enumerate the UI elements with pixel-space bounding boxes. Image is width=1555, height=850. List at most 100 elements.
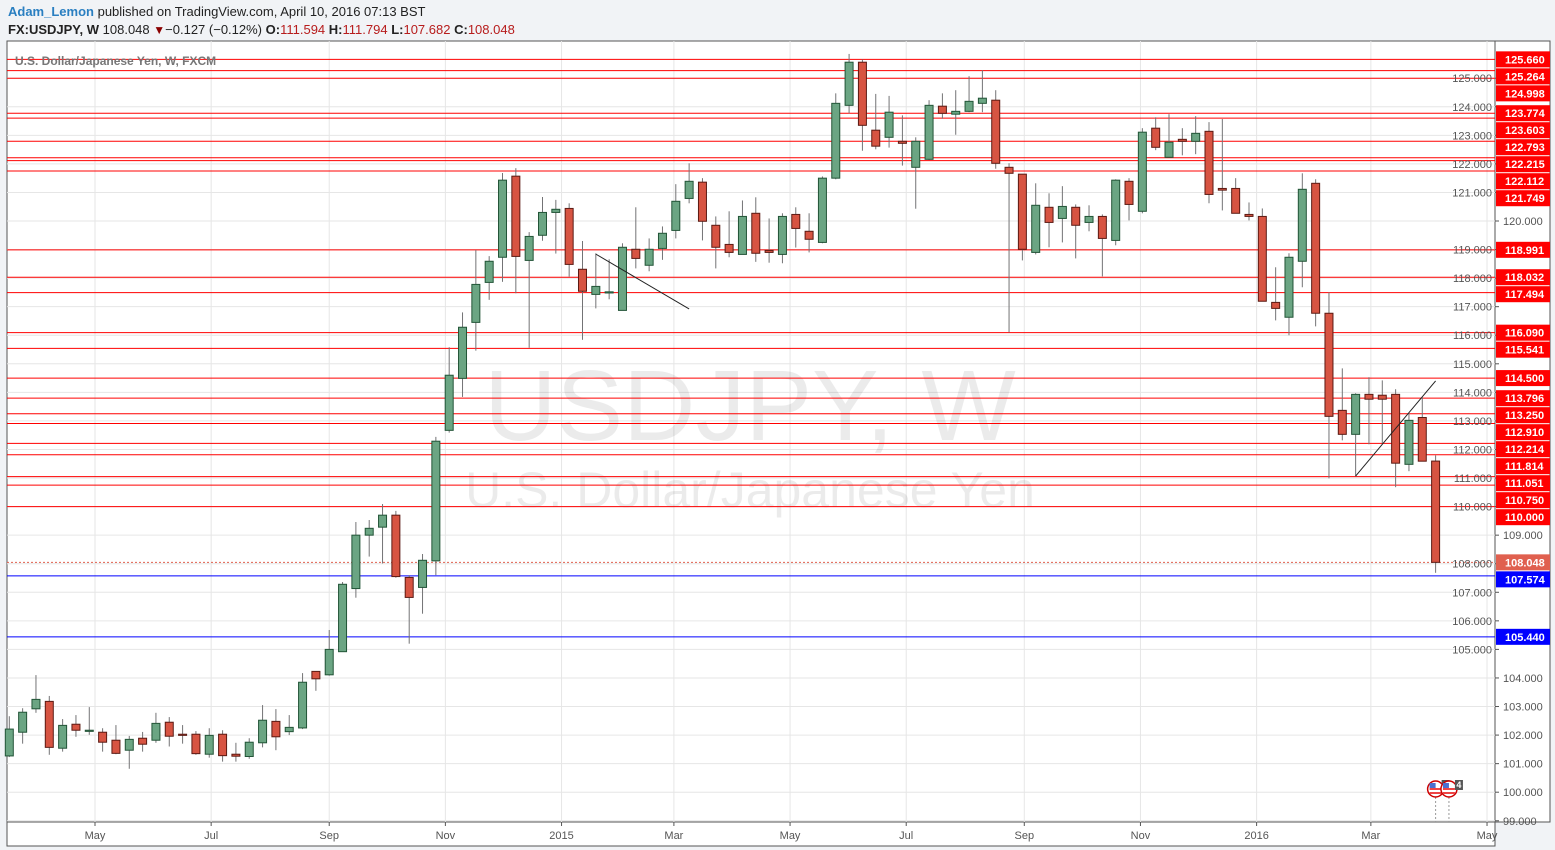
- candle-up[interactable]: [1191, 132, 1201, 142]
- candle-up[interactable]: [1297, 188, 1307, 262]
- candle-down[interactable]: [44, 700, 54, 748]
- candle-down[interactable]: [564, 207, 574, 265]
- candle-down[interactable]: [271, 720, 281, 738]
- candle-down[interactable]: [1431, 460, 1441, 563]
- candle-up[interactable]: [617, 246, 627, 311]
- candle-down[interactable]: [991, 99, 1001, 164]
- candle-up[interactable]: [604, 291, 614, 294]
- candle-down[interactable]: [511, 175, 521, 257]
- candle-down[interactable]: [1071, 206, 1081, 226]
- candle-up[interactable]: [484, 260, 494, 283]
- candle-up[interactable]: [124, 738, 134, 751]
- time-axis[interactable]: [6, 821, 1496, 847]
- candle-down[interactable]: [937, 105, 947, 114]
- candle-up[interactable]: [977, 97, 987, 104]
- candle-up[interactable]: [338, 583, 348, 653]
- candle-down[interactable]: [191, 733, 201, 755]
- candle-up[interactable]: [777, 215, 787, 255]
- candle-down[interactable]: [1337, 409, 1347, 435]
- candle-down[interactable]: [764, 249, 774, 253]
- candle-down[interactable]: [178, 733, 188, 736]
- candle-down[interactable]: [1231, 187, 1241, 214]
- candle-down[interactable]: [871, 129, 881, 147]
- candle-down[interactable]: [311, 670, 321, 680]
- candle-up[interactable]: [31, 698, 41, 710]
- candle-up[interactable]: [551, 208, 561, 213]
- candle-down[interactable]: [218, 733, 228, 757]
- candle-down[interactable]: [1124, 180, 1134, 205]
- candle-down[interactable]: [1417, 416, 1427, 462]
- candle-up[interactable]: [324, 648, 334, 676]
- candle-down[interactable]: [1097, 215, 1107, 239]
- candle-down[interactable]: [711, 224, 721, 248]
- candle-down[interactable]: [1257, 215, 1267, 302]
- candle-up[interactable]: [458, 326, 468, 379]
- candle-up[interactable]: [444, 374, 454, 431]
- candle-down[interactable]: [804, 230, 814, 240]
- candle-up[interactable]: [378, 514, 388, 528]
- candle-down[interactable]: [791, 213, 801, 229]
- candle-down[interactable]: [98, 731, 108, 743]
- candle-up[interactable]: [1137, 131, 1147, 212]
- candle-down[interactable]: [404, 576, 414, 598]
- candle-down[interactable]: [1177, 138, 1187, 142]
- candle-up[interactable]: [364, 527, 374, 536]
- candle-up[interactable]: [964, 100, 974, 112]
- candle-up[interactable]: [924, 104, 934, 160]
- candle-down[interactable]: [111, 739, 121, 754]
- candle-up[interactable]: [1351, 393, 1361, 435]
- candle-up[interactable]: [1111, 179, 1121, 241]
- candle-down[interactable]: [1377, 394, 1387, 400]
- candle-down[interactable]: [1364, 393, 1374, 400]
- candle-down[interactable]: [697, 181, 707, 222]
- candle-up[interactable]: [258, 719, 268, 744]
- trendline[interactable]: [1355, 380, 1436, 477]
- candle-up[interactable]: [884, 111, 894, 138]
- candle-up[interactable]: [524, 235, 534, 261]
- candle-down[interactable]: [897, 140, 907, 144]
- candle-down[interactable]: [164, 721, 174, 737]
- candle-up[interactable]: [84, 729, 94, 732]
- trendline[interactable]: [595, 253, 690, 310]
- candle-up[interactable]: [58, 724, 68, 749]
- candle-up[interactable]: [471, 283, 481, 323]
- candle-up[interactable]: [844, 61, 854, 106]
- candle-down[interactable]: [1044, 206, 1054, 223]
- candle-down[interactable]: [71, 723, 81, 731]
- candle-up[interactable]: [684, 180, 694, 199]
- candle-up[interactable]: [284, 726, 294, 733]
- candle-down[interactable]: [231, 753, 241, 757]
- candle-down[interactable]: [391, 514, 401, 578]
- candle-down[interactable]: [1244, 213, 1254, 217]
- candle-down[interactable]: [1151, 127, 1161, 148]
- us-flag-icon[interactable]: [1440, 780, 1458, 798]
- candle-up[interactable]: [1404, 419, 1414, 465]
- candle-up[interactable]: [538, 211, 547, 236]
- candle-down[interactable]: [631, 248, 641, 259]
- candle-up[interactable]: [817, 177, 827, 243]
- candle-up[interactable]: [911, 140, 921, 168]
- candle-down[interactable]: [1004, 166, 1014, 174]
- candle-down[interactable]: [1271, 301, 1281, 309]
- candle-up[interactable]: [351, 534, 361, 590]
- candle-down[interactable]: [1217, 187, 1227, 191]
- candle-down[interactable]: [1324, 312, 1334, 417]
- candle-up[interactable]: [591, 285, 601, 295]
- candle-up[interactable]: [431, 440, 441, 562]
- candle-up[interactable]: [1164, 141, 1174, 158]
- series-legend[interactable]: U.S. Dollar/Japanese Yen, W, FXCM: [15, 54, 217, 68]
- candle-down[interactable]: [577, 268, 587, 292]
- candle-up[interactable]: [657, 232, 667, 249]
- candle-down[interactable]: [1204, 130, 1214, 195]
- candle-up[interactable]: [1031, 204, 1041, 253]
- candle-up[interactable]: [298, 681, 308, 729]
- candle-up[interactable]: [1084, 215, 1094, 223]
- candle-up[interactable]: [831, 102, 841, 179]
- candle-up[interactable]: [18, 711, 28, 733]
- candle-down[interactable]: [724, 243, 734, 253]
- candle-up[interactable]: [644, 248, 654, 266]
- author-link[interactable]: Adam_Lemon: [8, 4, 94, 19]
- candle-up[interactable]: [1057, 205, 1067, 219]
- candle-up[interactable]: [204, 734, 214, 755]
